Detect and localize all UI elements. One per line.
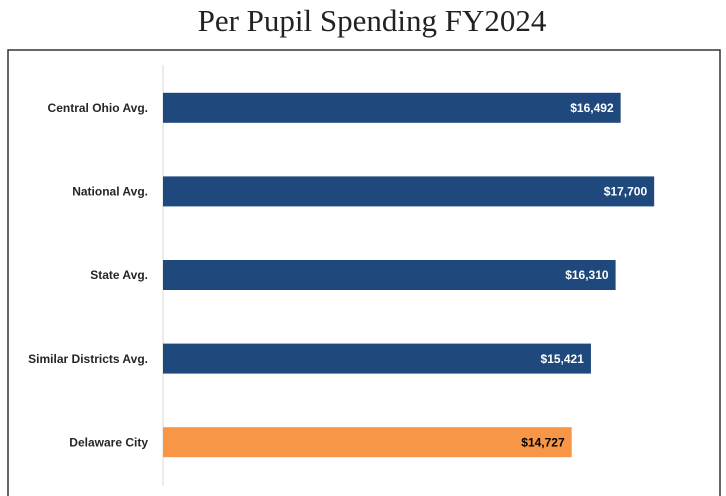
bar bbox=[163, 260, 616, 290]
bar bbox=[163, 343, 591, 374]
value-label: $16,310 bbox=[565, 268, 609, 282]
value-label: $15,421 bbox=[541, 352, 585, 366]
category-label: State Avg. bbox=[90, 268, 148, 282]
bar bbox=[163, 427, 572, 458]
category-label: Central Ohio Avg. bbox=[48, 101, 148, 115]
category-label: National Avg. bbox=[72, 185, 148, 199]
value-label: $16,492 bbox=[570, 101, 614, 115]
value-label: $14,727 bbox=[521, 435, 565, 449]
category-label: Delaware City bbox=[69, 435, 148, 449]
category-label: Similar Districts Avg. bbox=[28, 352, 148, 366]
chart-title: Per Pupil Spending FY2024 bbox=[198, 3, 547, 38]
chart-frame bbox=[7, 49, 721, 496]
bar bbox=[163, 176, 655, 207]
bar bbox=[163, 92, 621, 123]
value-label: $17,700 bbox=[604, 185, 648, 199]
